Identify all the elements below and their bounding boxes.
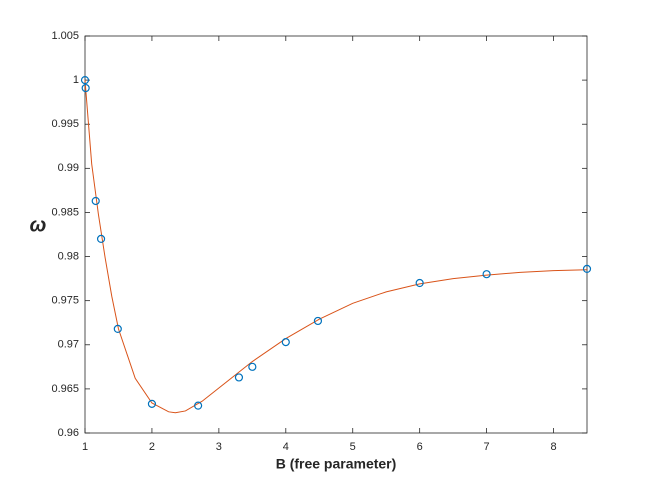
x-tick-label: 7 — [484, 441, 490, 453]
data-point — [147, 399, 157, 408]
x-axis-label: B (free parameter) — [276, 456, 397, 472]
fit-line — [84, 80, 588, 414]
data-point — [113, 324, 122, 333]
data-point — [281, 338, 290, 347]
y-tick-label: 1 — [73, 74, 79, 86]
y-tick-label: 0.96 — [58, 427, 79, 439]
y-tick-label: 0.975 — [51, 295, 79, 307]
x-tick-label: 3 — [216, 441, 222, 453]
y-axis-label: ω — [30, 214, 47, 236]
x-tick-label: 4 — [283, 441, 289, 453]
data-point — [194, 401, 203, 410]
y-tick-label: 0.98 — [58, 250, 79, 262]
data-point — [415, 278, 424, 288]
x-tick-label: 6 — [417, 441, 423, 453]
x-tick-label: 2 — [149, 441, 155, 453]
data-point — [96, 234, 106, 244]
data-point — [248, 362, 257, 371]
data-point — [313, 316, 323, 326]
data-point — [482, 270, 491, 279]
x-tick-label: 1 — [82, 441, 88, 453]
data-point — [81, 83, 90, 93]
data-point — [234, 373, 244, 382]
data-point — [91, 196, 100, 206]
y-tick-label: 1.005 — [51, 30, 79, 42]
y-tick-label: 0.985 — [51, 206, 79, 218]
data-point — [582, 264, 592, 274]
y-tick-label: 0.99 — [58, 162, 79, 174]
x-tick-label: 5 — [350, 441, 356, 453]
y-tick-label: 0.995 — [51, 118, 79, 130]
y-tick-label: 0.965 — [51, 383, 79, 395]
y-tick-label: 0.97 — [58, 339, 79, 351]
x-tick-label: 8 — [550, 441, 556, 453]
axes-box — [84, 35, 588, 434]
data-point — [80, 76, 90, 85]
